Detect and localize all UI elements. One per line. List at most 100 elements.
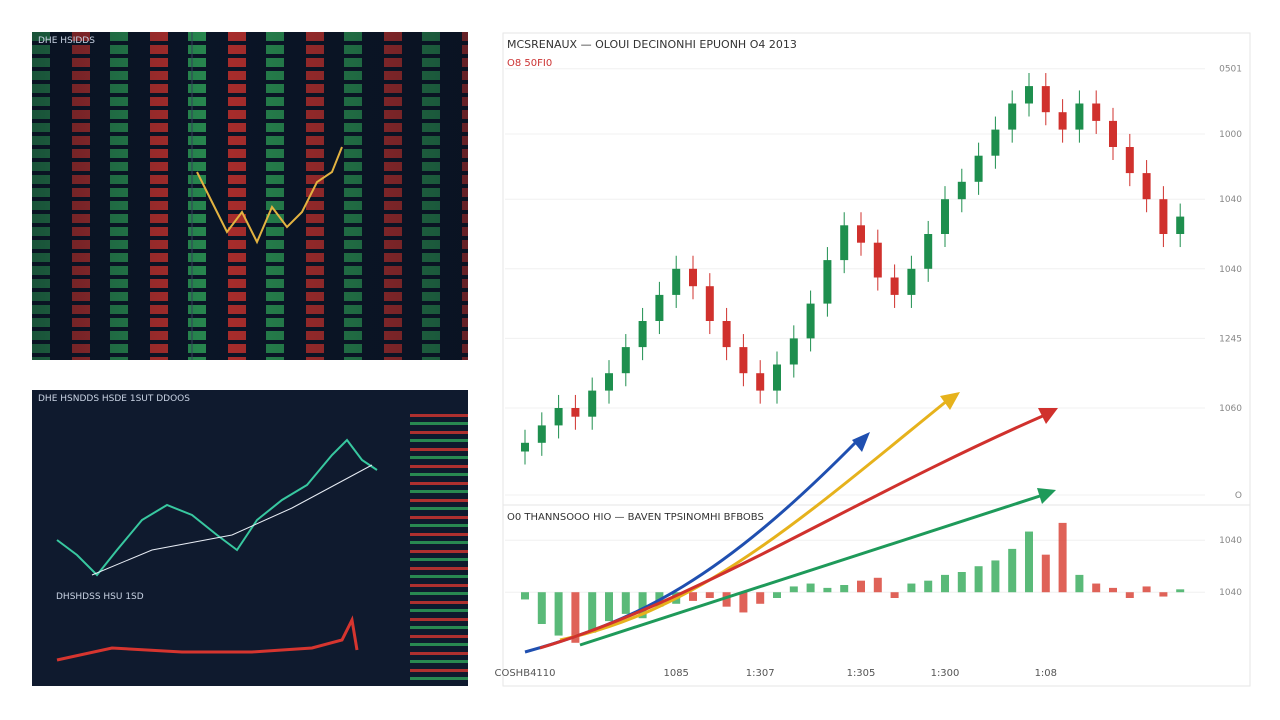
y-tick-label: 1040	[1219, 195, 1242, 205]
x-tick-label: 1:300	[931, 668, 960, 679]
candle-body	[1125, 147, 1134, 174]
panel-title: DHE HSNDDS HSDE 1SUT DDOOS	[38, 394, 190, 404]
candle-body	[537, 425, 546, 443]
candle-body	[521, 442, 529, 452]
volume-bar	[1142, 586, 1151, 593]
panel-sparkline	[191, 32, 343, 360]
candle-body	[806, 303, 815, 339]
y-tick-label: O	[1235, 491, 1242, 501]
volume-bar	[789, 586, 798, 593]
candle-body	[1008, 103, 1017, 130]
candle-body	[1041, 86, 1050, 113]
candle-body	[1058, 112, 1067, 130]
volume-bar	[521, 592, 529, 600]
candle-body	[873, 242, 882, 278]
trend-line	[91, 464, 373, 576]
volume-bar	[1008, 548, 1017, 593]
candle-body	[554, 408, 563, 426]
volume-bar	[1176, 589, 1185, 593]
volume-bar	[857, 580, 865, 593]
candle-body	[957, 181, 966, 200]
x-tick-label: 1085	[663, 668, 688, 679]
candle-body	[705, 286, 714, 321]
panel-subtitle: DHSHDSS HSU 1SD	[56, 592, 144, 602]
panel-header: DHE HSIDDS	[38, 36, 95, 46]
candle-body	[756, 373, 765, 391]
arrow-yellow	[559, 398, 949, 642]
candle-body	[941, 199, 949, 234]
candle-body	[1176, 216, 1185, 234]
volume-line	[56, 615, 359, 662]
candle-body	[689, 268, 697, 287]
candle-body	[974, 155, 983, 182]
volume-bar	[605, 592, 613, 622]
candle-body	[857, 225, 865, 243]
candle-body	[991, 129, 1000, 156]
x-tick-label: 1:08	[1035, 668, 1057, 679]
volume-title: O0 THANNSOOO HIO — BAVEN TPSINOMHI BFBOB…	[507, 512, 764, 523]
volume-bar	[823, 587, 832, 593]
y-tick-label: 1245	[1219, 334, 1242, 344]
y-tick-label: 0501	[1219, 65, 1242, 75]
volume-bar	[890, 592, 899, 598]
candle-body	[722, 321, 731, 348]
volume-bar	[638, 592, 647, 619]
volume-bar	[1041, 554, 1050, 593]
volume-bar	[1025, 531, 1033, 593]
candle-body	[588, 390, 597, 417]
candle-body	[1142, 173, 1151, 200]
candle-body	[773, 364, 781, 391]
price-line	[56, 438, 378, 577]
volume-bar	[554, 592, 563, 636]
candle-body	[638, 321, 647, 348]
panel-chart	[56, 438, 378, 662]
candle-body	[621, 347, 630, 374]
candle-body	[823, 260, 832, 304]
candle-body	[605, 373, 613, 391]
volume-bar	[1109, 587, 1117, 593]
volume-bar	[571, 592, 580, 643]
y-tick-label: 1040	[1219, 588, 1242, 598]
arrow-head	[1038, 408, 1058, 424]
volume-bar	[756, 592, 765, 604]
volume-bar	[739, 592, 748, 613]
volume-bar	[705, 592, 714, 598]
volume-bar	[1092, 583, 1101, 593]
candle-body	[907, 268, 916, 295]
volume-bar	[1075, 574, 1084, 593]
y-tick-label: 1000	[1219, 130, 1242, 140]
candle-body	[840, 225, 849, 261]
quote-board-panel: DHE HSIDDS	[32, 32, 468, 360]
candle-body	[655, 294, 664, 321]
candle-body	[672, 268, 681, 295]
arrows	[524, 392, 1058, 654]
candle-body	[1159, 199, 1168, 234]
candle-body	[924, 234, 933, 269]
volume-bar	[924, 580, 933, 593]
volume-bar	[840, 585, 849, 593]
volume-bar	[806, 583, 815, 593]
volume-bar	[1159, 592, 1168, 597]
y-tick-label: 1040	[1219, 265, 1242, 275]
y-tick-label: 1060	[1219, 404, 1242, 414]
y-tick-label: 1040	[1219, 536, 1242, 546]
volume-bar	[907, 583, 916, 593]
candle-body	[1075, 103, 1084, 130]
candle-body	[571, 408, 580, 417]
volume-bar	[1058, 522, 1067, 593]
volume-bar	[974, 566, 983, 593]
volume-bar	[537, 592, 546, 624]
sparkline	[196, 146, 343, 245]
order-rail	[410, 414, 468, 684]
arrow-head	[852, 432, 870, 452]
x-tick-label: 1:307	[746, 668, 775, 679]
volume-bar	[621, 592, 630, 614]
arrow-red	[539, 413, 1046, 650]
volume-bar	[873, 577, 882, 593]
volume-bar	[722, 592, 731, 607]
volume-bar	[957, 572, 966, 593]
arrow-green	[579, 493, 1044, 647]
chart-title: MCSRENAUX — OLOUI DECINONHI EPUONH O4 20…	[507, 38, 797, 51]
